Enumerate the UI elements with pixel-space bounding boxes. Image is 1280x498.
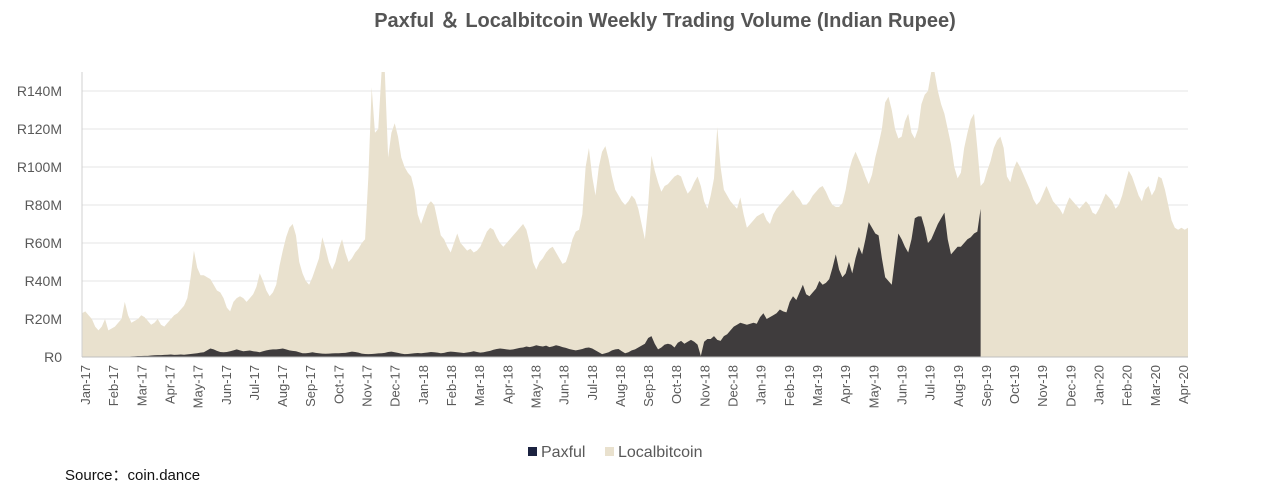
source-note: Source：coin.dance [65, 464, 200, 485]
source-value: coin.dance [127, 467, 201, 484]
x-tick-label: Nov-19 [1035, 365, 1050, 407]
x-tick-label: Oct-17 [331, 365, 346, 404]
legend-swatch-localbitcoin [605, 447, 614, 456]
x-tick-label: Jun-18 [557, 365, 572, 405]
x-tick-label: Jan-17 [78, 365, 93, 405]
x-tick-label: Feb-20 [1120, 365, 1135, 406]
series-area-paxful [82, 208, 981, 357]
x-tick-label: May-19 [866, 365, 881, 408]
x-tick-label: Mar-19 [810, 365, 825, 406]
source-label: Source： [65, 467, 128, 484]
x-tick-label: Dec-18 [726, 365, 741, 407]
legend-swatch-paxful [528, 447, 537, 456]
x-tick-label: Aug-18 [613, 365, 628, 407]
x-tick-label: May-17 [191, 365, 206, 408]
x-tick-label: Jan-18 [416, 365, 431, 405]
y-tick-label: R80M [25, 197, 62, 213]
x-tick-label: Mar-17 [134, 365, 149, 406]
x-tick-label: Jul-19 [923, 365, 938, 400]
legend-label-localbitcoin: Localbitcoin [618, 444, 703, 461]
y-tick-label: R0 [44, 349, 62, 365]
chart-title: Paxful ＆ Localbitcoin Weekly Trading Vol… [374, 10, 956, 32]
x-tick-label: Sep-19 [979, 365, 994, 407]
x-tick-label: Feb-17 [106, 365, 121, 406]
y-tick-label: R60M [25, 235, 62, 251]
x-tick-label: Jul-17 [247, 365, 262, 400]
x-tick-label: Feb-19 [782, 365, 797, 406]
axis-layer: R0 R20M R40M R60M R80M R100M R120M R140M Jan-17 F… [17, 72, 1191, 408]
x-tick-label: Dec-19 [1063, 365, 1078, 407]
x-tick-label: Nov-17 [360, 365, 375, 407]
x-tick-label: Jun-17 [219, 365, 234, 405]
x-tick-label: Feb-18 [444, 365, 459, 406]
x-tick-label: Jun-19 [895, 365, 910, 405]
x-tick-label: Dec-17 [388, 365, 403, 407]
x-tick-label: Apr-18 [500, 365, 515, 404]
x-tick-label: Sep-17 [303, 365, 318, 407]
legend-layer: Paxful Localbitcoin [528, 444, 703, 461]
x-tick-label: Aug-19 [951, 365, 966, 407]
x-tick-label: Apr-20 [1176, 365, 1191, 404]
x-tick-label: Jan-19 [754, 365, 769, 405]
y-tick-label: R100M [17, 159, 62, 175]
x-tick-label: Jan-20 [1092, 365, 1107, 405]
x-tick-label: Apr-19 [838, 365, 853, 404]
area-layer [82, 72, 1188, 357]
x-tick-label: Aug-17 [275, 365, 290, 407]
x-tick-label: Mar-18 [472, 365, 487, 406]
y-tick-label: R140M [17, 83, 62, 99]
x-tick-label: Oct-19 [1007, 365, 1022, 404]
x-tick-label: Oct-18 [669, 365, 684, 404]
y-tick-label: R20M [25, 311, 62, 327]
x-tick-label: Sep-18 [641, 365, 656, 407]
y-tick-label: R120M [17, 121, 62, 137]
legend-label-paxful: Paxful [541, 444, 585, 461]
x-tick-label: Apr-17 [163, 365, 178, 404]
x-tick-label: Nov-18 [697, 365, 712, 407]
series-area-localbitcoin [82, 72, 1188, 357]
y-tick-label: R40M [25, 273, 62, 289]
x-tick-label: Mar-20 [1148, 365, 1163, 406]
x-tick-label: Jul-18 [585, 365, 600, 400]
x-tick-label: May-18 [529, 365, 544, 408]
